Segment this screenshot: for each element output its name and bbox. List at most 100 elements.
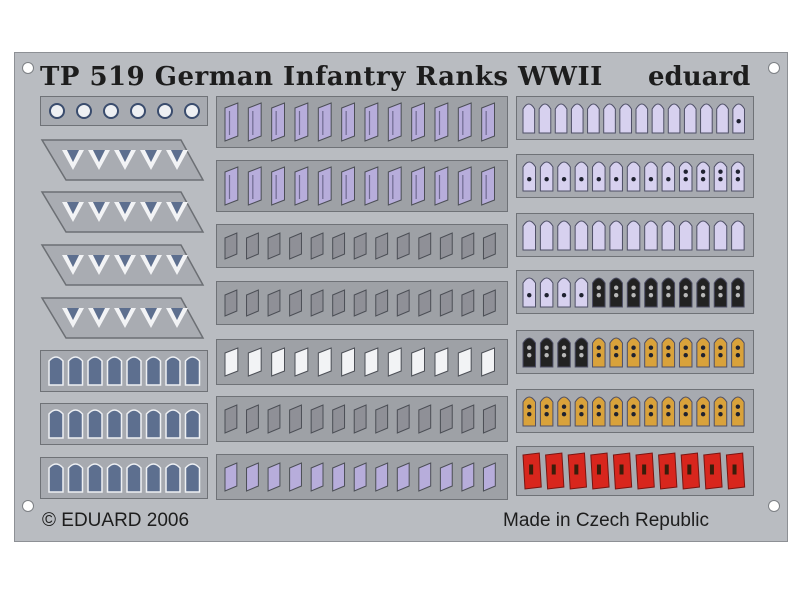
collar-patch-panel-4	[216, 281, 508, 325]
shoulder-strap	[570, 103, 584, 134]
rank-pip	[666, 412, 671, 417]
collar-patch	[375, 232, 389, 260]
collar-patch	[246, 462, 259, 492]
rank-pip	[718, 177, 723, 182]
chevron	[62, 255, 84, 275]
rank-pip	[561, 353, 567, 358]
shoulder-board	[165, 463, 181, 493]
shoulder-strap	[554, 103, 568, 134]
part-artwork	[522, 103, 745, 134]
shoulder-strap-panel-4	[516, 270, 754, 314]
collar-patch	[481, 102, 495, 142]
collar-patch	[387, 102, 402, 142]
shoulder-strap	[731, 277, 745, 308]
collar-patch	[418, 289, 432, 317]
shoulder-strap	[522, 337, 537, 368]
shoulder-strap	[522, 103, 536, 134]
shoulder-board	[106, 409, 123, 439]
rank-pip	[631, 285, 636, 290]
part-artwork	[224, 232, 496, 260]
rank-pip	[666, 345, 671, 350]
collar-patch	[396, 462, 410, 492]
collar-patch	[317, 347, 332, 377]
collar-patch	[289, 462, 302, 492]
rank-pip	[700, 412, 706, 417]
rank-pip	[544, 412, 549, 417]
rank-pip	[579, 177, 584, 182]
collar-patch	[418, 404, 432, 434]
collar-patch	[439, 289, 453, 317]
rank-pip	[613, 285, 619, 290]
part-artwork	[40, 139, 205, 181]
collar-patch	[289, 289, 302, 317]
collar-patch	[246, 289, 259, 317]
shoulder-strap	[522, 220, 537, 251]
shoulder-strap-panel-7	[516, 446, 754, 496]
rank-pip	[718, 353, 723, 358]
collar-patch	[482, 404, 496, 434]
part-artwork	[40, 244, 205, 286]
shoulder-strap	[700, 103, 713, 134]
shoulder-board	[106, 356, 123, 386]
part-artwork	[224, 347, 495, 377]
collar-patch-panel-1	[216, 96, 508, 148]
chevron	[62, 308, 84, 328]
rank-pip	[683, 293, 688, 298]
rank-pip	[544, 404, 549, 409]
part-artwork	[224, 404, 496, 434]
rank-pip	[683, 353, 688, 358]
shoulder-strap	[713, 161, 728, 192]
rank-pip	[666, 353, 671, 358]
rank-pip	[579, 404, 584, 409]
chevron	[88, 255, 110, 275]
rank-pip	[666, 177, 671, 182]
shoulder-board	[48, 409, 64, 439]
shoulder-strap	[592, 277, 606, 308]
pip-star	[76, 103, 92, 119]
rank-pip	[631, 293, 636, 298]
shoulder-strap	[619, 103, 632, 134]
shoulder-strap	[713, 337, 728, 368]
collar-patch	[247, 102, 262, 142]
rank-pip	[596, 345, 601, 350]
part-artwork	[49, 103, 200, 119]
collar-patch	[310, 289, 324, 317]
chevron-fill	[119, 202, 131, 214]
collar-patch	[482, 289, 496, 317]
rank-pip	[544, 177, 549, 182]
shoulder-blue-panel-3	[40, 457, 208, 499]
mounting-hole	[768, 62, 780, 74]
chevron-fill	[93, 150, 105, 162]
shoulder-strap-panel-6	[516, 389, 754, 433]
rank-pip	[596, 353, 601, 358]
chevron-fill	[145, 150, 157, 162]
part-artwork	[522, 277, 745, 308]
rank-pip	[735, 177, 741, 182]
rank-pip	[631, 353, 636, 358]
cypher-emblem	[619, 464, 624, 475]
shoulder-strap	[635, 103, 649, 134]
collar-patch	[294, 102, 309, 142]
shoulder-board	[48, 463, 64, 493]
shoulder-strap	[574, 277, 589, 308]
part-artwork	[40, 297, 205, 339]
shoulder-strap	[696, 161, 710, 192]
rank-pip	[527, 353, 532, 358]
collar-patch	[411, 102, 425, 142]
shoulder-strap	[644, 337, 658, 368]
collar-patch	[332, 462, 346, 492]
shoulder-strap	[592, 396, 606, 427]
shoulder-strap	[678, 337, 693, 368]
collar-patch	[364, 347, 379, 377]
chevron-strip-2	[40, 190, 205, 234]
collar-patch	[289, 232, 302, 260]
collar-patch	[353, 462, 367, 492]
rank-pip	[561, 177, 567, 182]
cypher-emblem	[664, 464, 669, 475]
rank-pip	[631, 412, 636, 417]
rank-pip	[579, 293, 584, 298]
shoulder-strap	[644, 220, 658, 251]
collar-patch	[289, 404, 302, 434]
rank-pip	[648, 177, 654, 182]
collar-patch	[461, 289, 475, 317]
